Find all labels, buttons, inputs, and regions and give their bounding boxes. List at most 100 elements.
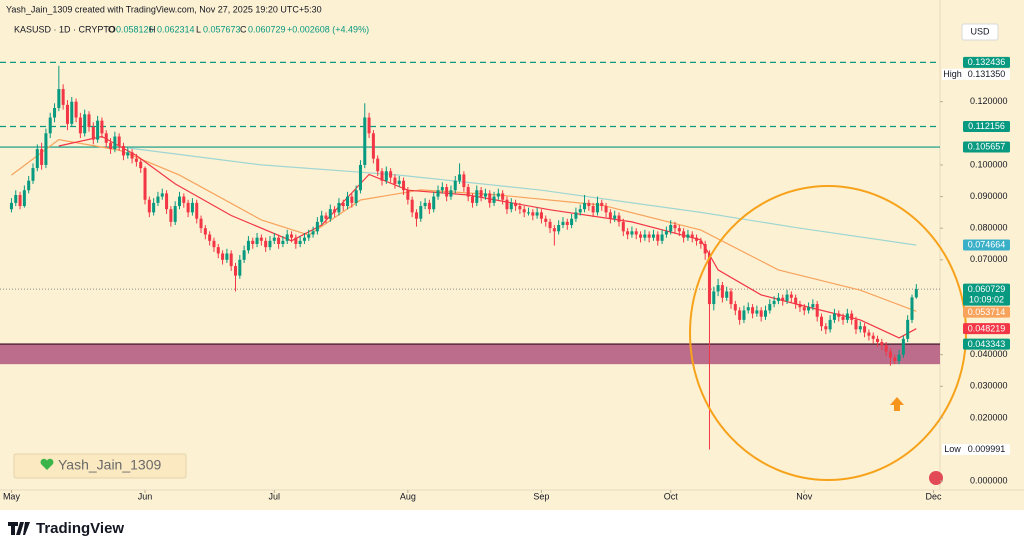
- candle-body: [294, 237, 298, 244]
- ohlc-value: 0.060729: [248, 24, 286, 34]
- candle-body: [186, 202, 190, 213]
- price-label-box: [963, 283, 1010, 306]
- candle-body: [384, 171, 388, 181]
- candle-body: [419, 206, 423, 219]
- candle-body: [548, 221, 552, 229]
- price-label: 0.043343: [968, 339, 1006, 349]
- candle-body: [414, 212, 418, 219]
- candle-body: [333, 209, 337, 213]
- candle-body: [9, 202, 13, 210]
- y-tick-label: 0.120000: [970, 96, 1008, 106]
- candle-body: [759, 310, 763, 317]
- candle-body: [738, 310, 742, 320]
- candle-body: [755, 310, 759, 314]
- y-tick-label: 0.000000: [970, 476, 1008, 486]
- candle-body: [863, 326, 867, 333]
- candle-body: [242, 250, 246, 260]
- candle-body: [160, 193, 164, 197]
- candle-body: [440, 187, 444, 191]
- candle-body: [165, 193, 169, 210]
- candle-body: [492, 196, 496, 203]
- candle-body: [518, 206, 522, 210]
- candle-body: [436, 190, 440, 197]
- candle-body: [837, 313, 841, 317]
- candle-body: [660, 234, 664, 241]
- candle-body: [626, 231, 630, 235]
- candle-body: [781, 297, 785, 301]
- y-tick-label: 0.100000: [970, 159, 1008, 169]
- price-label-box: [963, 121, 1010, 133]
- candle-body: [104, 133, 108, 143]
- candle-body: [190, 202, 194, 213]
- candle-body: [212, 240, 216, 248]
- price-label: 0.131350: [968, 69, 1006, 79]
- candle-body: [281, 240, 285, 244]
- candle-body: [83, 114, 87, 134]
- candle-body: [893, 357, 897, 361]
- candle-body: [27, 180, 31, 191]
- candle-body: [690, 234, 694, 238]
- candle-body: [664, 231, 668, 235]
- candle-body: [393, 177, 397, 184]
- candle-body: [712, 291, 716, 305]
- candle-body: [31, 168, 35, 181]
- chart-background: [0, 0, 1024, 510]
- candle-body: [776, 297, 780, 301]
- candle-body: [526, 212, 531, 214]
- y-tick-label: 0.080000: [970, 223, 1008, 233]
- events-icon[interactable]: [929, 471, 943, 485]
- candle-body: [617, 215, 621, 222]
- candle-body: [600, 202, 604, 207]
- candle-body: [320, 215, 324, 222]
- candle-body: [897, 354, 901, 361]
- candle-body: [656, 234, 660, 241]
- candle-body: [552, 228, 556, 232]
- candle-body: [811, 304, 815, 308]
- candle-body: [462, 174, 466, 188]
- candle-body: [195, 202, 199, 219]
- candle-body: [74, 101, 78, 118]
- candle-body: [350, 196, 354, 203]
- candle-body: [819, 316, 824, 327]
- candle-body: [768, 304, 772, 311]
- candle-body: [703, 243, 707, 254]
- candle-body: [858, 326, 862, 330]
- candle-body: [639, 234, 643, 238]
- candle-body: [514, 202, 518, 207]
- candle-body: [751, 307, 755, 314]
- candle-body: [358, 164, 362, 191]
- candle-body: [290, 234, 294, 238]
- candle-body: [772, 300, 776, 305]
- candle-body: [44, 133, 48, 165]
- candle-body: [742, 310, 746, 320]
- candle-body: [686, 234, 690, 238]
- currency[interactable]: USD: [970, 26, 990, 36]
- candle-body: [695, 237, 699, 241]
- candle-body: [91, 126, 95, 140]
- candle-body: [604, 206, 608, 213]
- candle-body: [841, 316, 845, 320]
- candle-body: [867, 332, 871, 336]
- candle-body: [423, 202, 427, 207]
- price-label-box: [963, 444, 1010, 456]
- ohlc-value: 0.058126: [116, 24, 154, 34]
- price-label-box: [963, 239, 1010, 251]
- price-tag-box: [942, 68, 963, 80]
- candle-body: [315, 221, 319, 232]
- candle-body: [578, 209, 582, 213]
- x-tick-label: Dec: [926, 491, 943, 501]
- candle-body: [397, 180, 401, 184]
- candle-body: [557, 225, 561, 232]
- price-label-box: [963, 323, 1010, 335]
- price-label-box: [963, 141, 1010, 153]
- candle-body: [48, 117, 52, 134]
- candle-body: [251, 240, 255, 244]
- candle-body: [246, 240, 250, 251]
- x-tick-label: May: [3, 491, 21, 501]
- candle-body: [238, 259, 242, 276]
- currency-box[interactable]: [961, 23, 999, 41]
- candle-body: [608, 212, 612, 219]
- candle-body: [367, 117, 371, 134]
- price-label: 0.053714: [968, 307, 1006, 317]
- candle-body: [225, 253, 229, 260]
